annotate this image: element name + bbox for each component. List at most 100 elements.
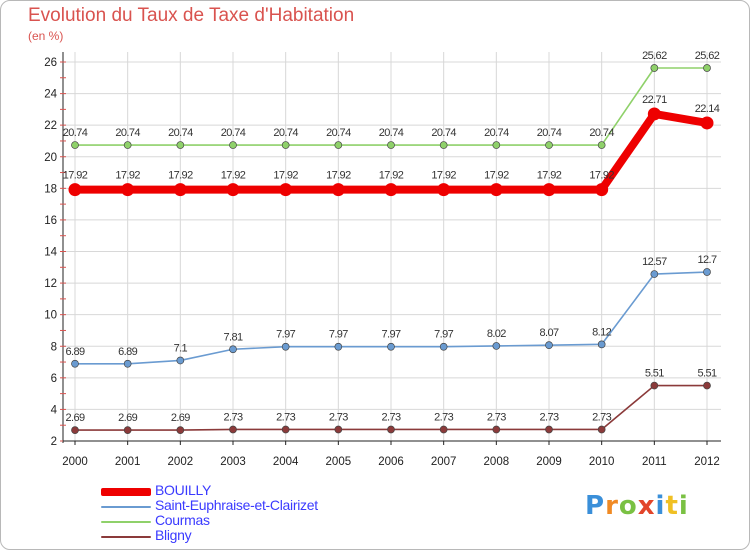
data-label: 8.12 — [592, 326, 611, 338]
data-point — [331, 183, 345, 197]
data-label: 20.74 — [379, 127, 404, 139]
logo-letter: t — [665, 491, 679, 521]
data-label: 17.92 — [115, 170, 140, 182]
data-point — [489, 183, 503, 197]
data-point — [597, 340, 606, 349]
x-tick-label: 2008 — [484, 456, 510, 468]
logo-letter: x — [637, 491, 656, 521]
data-label: 25.62 — [642, 50, 667, 62]
data-point — [123, 426, 132, 434]
data-label: 2.69 — [65, 412, 84, 424]
data-label: 7.81 — [223, 331, 242, 343]
data-point — [176, 356, 185, 365]
data-label: 2.69 — [118, 412, 137, 424]
x-tick-label: 2005 — [326, 456, 352, 468]
data-point — [71, 141, 79, 149]
x-tick-label: 2003 — [220, 456, 246, 468]
data-point — [123, 141, 132, 149]
data-label: 22.71 — [642, 94, 667, 106]
data-label: 6.89 — [65, 346, 84, 358]
data-label: 22.14 — [695, 103, 720, 115]
data-label: 20.74 — [431, 127, 456, 139]
data-point — [229, 141, 237, 149]
y-tick-label: 16 — [44, 215, 57, 227]
data-label: 12.7 — [697, 254, 716, 266]
data-label: 7.97 — [329, 329, 348, 341]
data-label: 17.92 — [484, 170, 509, 182]
data-point — [387, 141, 395, 149]
data-label: 17.92 — [379, 170, 404, 182]
data-point — [229, 425, 237, 434]
data-label: 7.97 — [381, 329, 400, 341]
data-point — [121, 183, 135, 197]
y-tick-label: 6 — [51, 373, 57, 385]
data-point — [334, 342, 343, 351]
data-point — [492, 141, 501, 149]
data-point — [595, 183, 609, 197]
data-label: 17.92 — [589, 170, 614, 182]
data-label: 2.73 — [276, 411, 295, 423]
data-label: 2.73 — [592, 411, 611, 423]
data-point — [492, 342, 501, 350]
data-point — [650, 381, 659, 390]
data-label: 25.62 — [695, 50, 720, 62]
data-point — [281, 141, 290, 149]
proxiti-logo: Proxiti — [585, 491, 689, 521]
data-label: 20.74 — [115, 127, 140, 139]
logo-letter: i — [655, 491, 666, 521]
logo-letter: i — [678, 491, 689, 521]
data-point — [650, 64, 659, 72]
y-tick-label: 14 — [44, 247, 57, 259]
data-point — [437, 183, 451, 197]
y-tick-label: 2 — [51, 436, 57, 448]
legend-label: BOUILLY — [155, 482, 211, 498]
y-tick-label: 12 — [44, 278, 57, 290]
data-point — [71, 426, 79, 434]
data-point — [334, 141, 343, 149]
data-label: 17.92 — [63, 170, 88, 182]
data-point — [281, 425, 290, 434]
y-tick-label: 22 — [44, 120, 57, 132]
data-label: 2.73 — [539, 411, 558, 423]
data-label: 5.51 — [697, 368, 716, 380]
data-point — [542, 183, 556, 197]
x-tick-label: 2009 — [536, 456, 562, 468]
data-point — [545, 425, 553, 434]
data-point — [545, 341, 553, 349]
data-point — [439, 425, 448, 434]
data-point — [650, 270, 659, 278]
data-point — [703, 268, 711, 276]
legend-swatch-courmas — [101, 521, 151, 523]
chart-title: Evolution du Taux de Taxe d'Habitation — [28, 5, 355, 26]
data-label: 17.92 — [326, 170, 351, 182]
data-point — [173, 183, 187, 197]
y-tick-label: 10 — [44, 310, 57, 322]
data-label: 17.92 — [221, 170, 246, 182]
data-point — [176, 141, 185, 149]
data-label: 7.97 — [434, 329, 453, 341]
data-label: 20.74 — [537, 127, 562, 139]
data-point — [647, 107, 661, 121]
data-point — [703, 64, 711, 72]
data-point — [387, 342, 395, 351]
data-label: 2.73 — [381, 411, 400, 423]
y-tick-label: 26 — [44, 57, 57, 69]
data-point — [387, 425, 395, 434]
data-point — [439, 342, 448, 351]
data-label: 20.74 — [589, 127, 614, 139]
data-label: 8.07 — [539, 327, 558, 339]
y-tick-label: 18 — [44, 183, 57, 195]
logo-letter: o — [618, 491, 638, 521]
x-tick-label: 2004 — [273, 456, 299, 468]
data-point — [492, 425, 501, 434]
x-tick-label: 2006 — [378, 456, 404, 468]
data-point — [384, 183, 398, 197]
data-point — [334, 425, 343, 434]
logo-letter: P — [585, 491, 606, 521]
data-point — [597, 425, 606, 434]
data-label: 17.92 — [273, 170, 298, 182]
x-tick-label: 2012 — [694, 456, 720, 468]
data-label: 2.69 — [171, 412, 190, 424]
data-point — [279, 183, 293, 197]
